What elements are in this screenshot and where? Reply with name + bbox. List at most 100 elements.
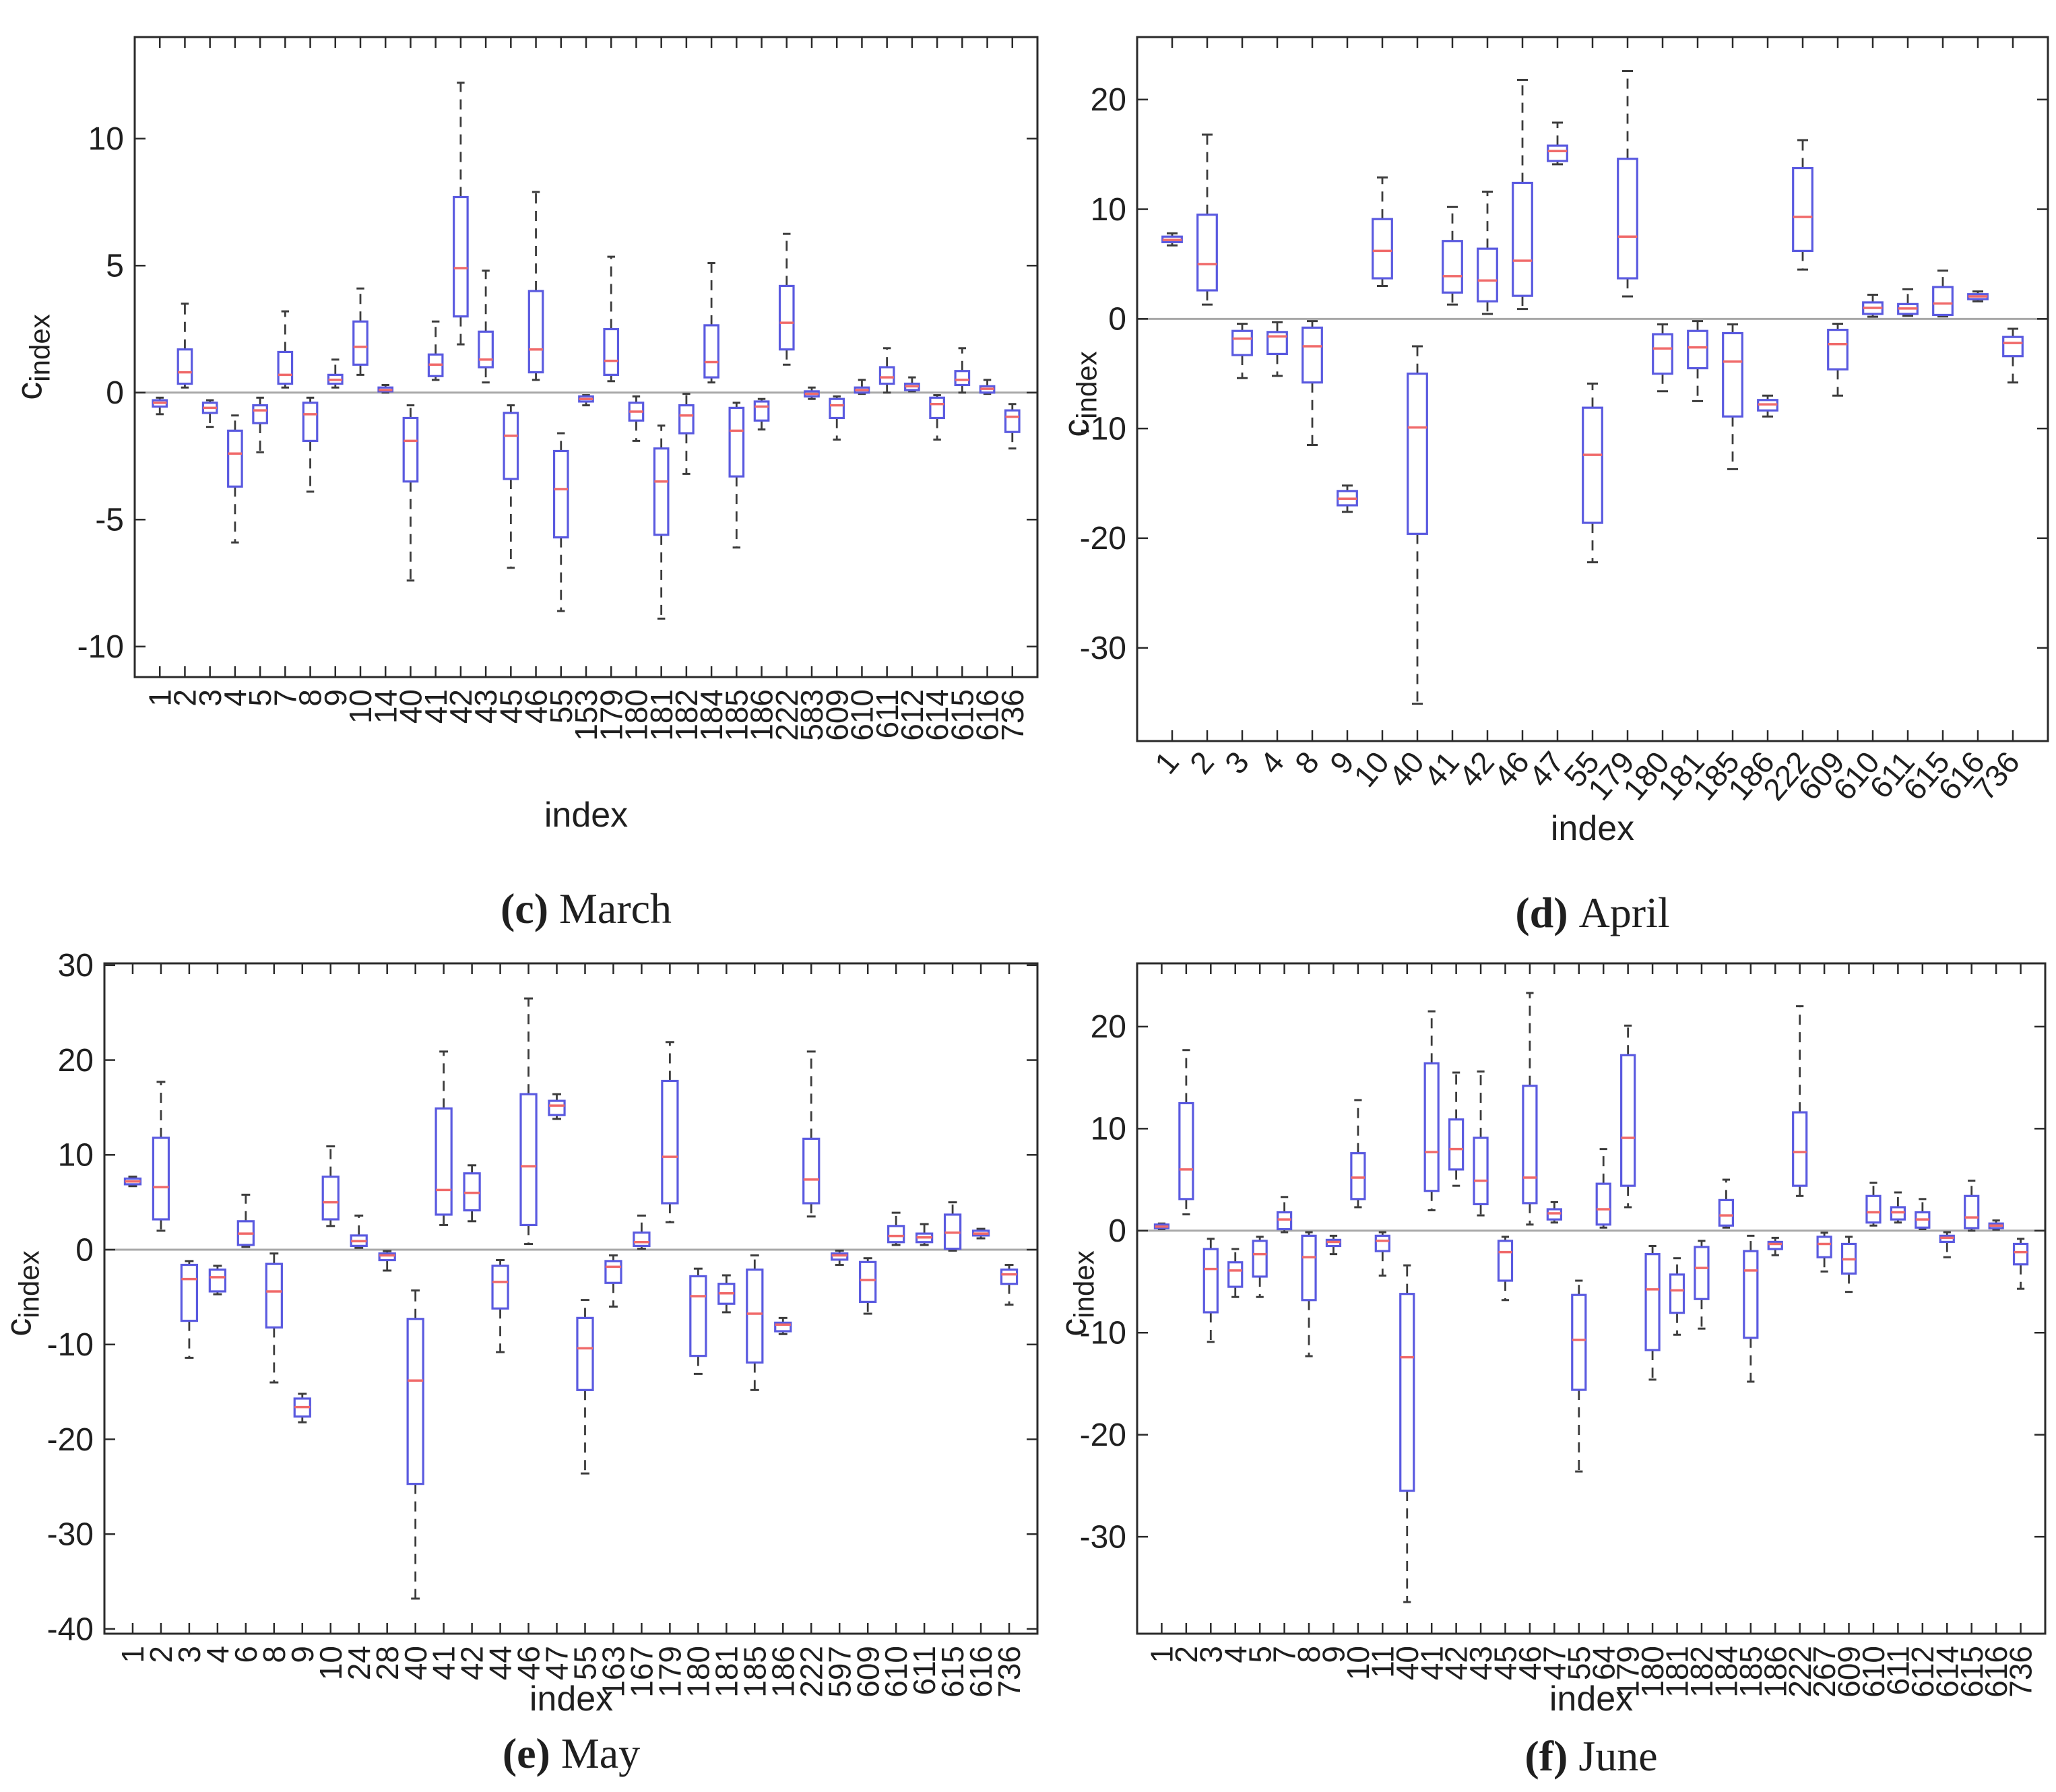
x-tick-label: 14 bbox=[368, 689, 403, 724]
caption-letter: (e) bbox=[502, 1729, 550, 1777]
boxplot-8 bbox=[265, 1252, 283, 1384]
boxplot-181 bbox=[1669, 1257, 1685, 1336]
x-tick-label: 41 bbox=[426, 1646, 461, 1680]
boxplot-610 bbox=[887, 1211, 905, 1246]
x-tick-label: 610 bbox=[1856, 1646, 1891, 1698]
boxplot-583 bbox=[804, 386, 820, 400]
boxplot-612 bbox=[1915, 1198, 1931, 1231]
x-tick-label: 55 bbox=[544, 689, 579, 724]
iqr-box bbox=[829, 397, 845, 420]
boxplot-7 bbox=[277, 310, 294, 389]
x-tick-label: 47 bbox=[540, 1646, 575, 1680]
iqr-box bbox=[728, 406, 745, 478]
iqr-box bbox=[661, 1079, 679, 1205]
caption-letter: (c) bbox=[500, 885, 548, 932]
x-tick-label: 184 bbox=[1708, 1646, 1743, 1698]
x-tick-label: 46 bbox=[511, 1646, 546, 1680]
y-tick-label: 0 bbox=[75, 1232, 94, 1268]
iqr-box bbox=[1178, 1101, 1194, 1201]
iqr-box bbox=[1350, 1152, 1366, 1201]
x-tick-label: 2 bbox=[1169, 1646, 1204, 1663]
x-tick-label: 181 bbox=[709, 1646, 744, 1698]
boxplot-616 bbox=[971, 1227, 990, 1240]
iqr-box bbox=[678, 404, 695, 435]
x-tick-label: 180 bbox=[619, 689, 654, 741]
y-tick-label: -20 bbox=[1080, 521, 1126, 556]
x-tick-label: 55 bbox=[1562, 1646, 1597, 1680]
boxplot-4 bbox=[1227, 1248, 1244, 1298]
x-tick-label: 47 bbox=[1537, 1646, 1572, 1680]
boxplot-10 bbox=[352, 287, 368, 376]
y-tick-label: -30 bbox=[1080, 1519, 1126, 1555]
x-tick-label: 40 bbox=[393, 689, 428, 724]
iqr-box bbox=[746, 1268, 764, 1364]
x-tick-label: 167 bbox=[624, 1646, 660, 1698]
x-tick-label: 40 bbox=[398, 1646, 433, 1680]
boxplot-181 bbox=[1687, 320, 1708, 402]
x-tick-label: 7 bbox=[267, 689, 302, 707]
boxplot-186 bbox=[753, 397, 770, 430]
boxplot-610 bbox=[1865, 1182, 1882, 1227]
boxplot-222 bbox=[1792, 139, 1813, 271]
iqr-box bbox=[491, 1265, 509, 1310]
boxplot-42 bbox=[1477, 191, 1498, 315]
x-tick-label: 8 bbox=[293, 689, 328, 707]
x-tick-label: 185 bbox=[719, 689, 754, 741]
iqr-box bbox=[1252, 1240, 1268, 1278]
iqr-box bbox=[402, 416, 419, 483]
iqr-box bbox=[1816, 1236, 1832, 1258]
x-tick-label: 46 bbox=[1512, 1646, 1547, 1680]
x-tick-label: 612 bbox=[1905, 1646, 1940, 1698]
x-tick-label: 11 bbox=[1365, 1646, 1400, 1678]
iqr-box bbox=[321, 1176, 340, 1221]
x-tick-label: 609 bbox=[819, 689, 854, 741]
boxplot-47 bbox=[548, 1093, 566, 1120]
boxplot-45 bbox=[1497, 1236, 1514, 1302]
boxplot-42 bbox=[1448, 1071, 1465, 1187]
iqr-box bbox=[152, 1137, 170, 1221]
x-tick-label: 614 bbox=[1929, 1646, 1964, 1698]
boxplot-4 bbox=[208, 1265, 227, 1295]
boxplot-5 bbox=[1252, 1236, 1268, 1298]
y-axis-label-march: cindex bbox=[9, 314, 56, 400]
iqr-box bbox=[1374, 1234, 1390, 1252]
x-tick-label: 186 bbox=[765, 1646, 800, 1698]
x-tick-label: 180 bbox=[680, 1646, 715, 1698]
iqr-box bbox=[633, 1231, 651, 1247]
x-tick-label: 55 bbox=[568, 1646, 603, 1680]
x-tick-label: 43 bbox=[468, 689, 503, 724]
x-tick-label: 179 bbox=[1611, 1646, 1646, 1698]
x-tick-label: 185 bbox=[1733, 1646, 1768, 1698]
boxplot-6 bbox=[236, 1193, 255, 1248]
boxplot-1 bbox=[1161, 232, 1183, 247]
boxplot-612 bbox=[904, 376, 920, 393]
y-tick-label: -20 bbox=[1080, 1417, 1126, 1453]
iqr-box bbox=[1227, 1261, 1244, 1288]
boxplot-185 bbox=[1743, 1234, 1759, 1383]
x-tick-label: 611 bbox=[907, 1646, 942, 1695]
y-tick-label: 0 bbox=[106, 375, 124, 411]
x-tick-label: 611 bbox=[870, 689, 905, 738]
boxplot-185 bbox=[1722, 323, 1743, 470]
boxplot-45 bbox=[503, 404, 519, 569]
x-tick-label: 610 bbox=[845, 689, 880, 741]
iqr-box bbox=[180, 1263, 199, 1322]
boxplot-180 bbox=[689, 1267, 707, 1375]
x-tick-label: 8 bbox=[1291, 1646, 1326, 1663]
iqr-box bbox=[1372, 218, 1393, 280]
boxplot-9 bbox=[1325, 1234, 1342, 1256]
x-tick-label: 6 bbox=[228, 1646, 263, 1663]
boxplot-41 bbox=[435, 1050, 453, 1226]
boxplot-40 bbox=[1407, 345, 1428, 705]
y-tick-label: -10 bbox=[1080, 411, 1126, 447]
boxplot-186 bbox=[774, 1316, 792, 1335]
iqr-box bbox=[208, 1268, 227, 1293]
boxplot-610 bbox=[854, 379, 870, 395]
iqr-box bbox=[1231, 329, 1253, 356]
boxplot-8 bbox=[1301, 1231, 1317, 1357]
x-tick-label: 180 bbox=[1635, 1646, 1670, 1698]
iqr-box bbox=[576, 1316, 594, 1391]
iqr-box bbox=[1448, 1118, 1465, 1171]
y-tick-label: -30 bbox=[1080, 631, 1126, 666]
iqr-box bbox=[1644, 1253, 1661, 1351]
